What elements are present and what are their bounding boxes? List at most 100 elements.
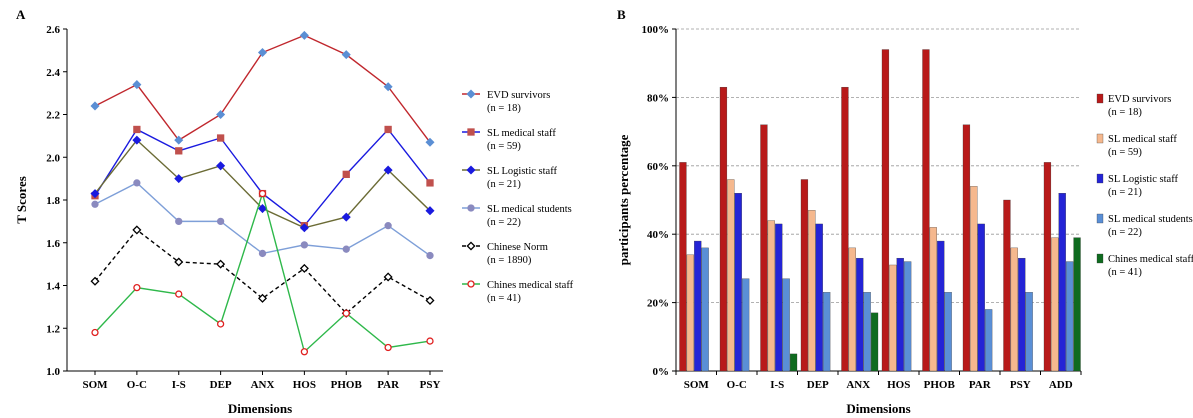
x-tick-label: I-S — [770, 379, 784, 391]
data-point — [216, 259, 226, 269]
data-point — [175, 290, 183, 298]
bar — [1073, 237, 1081, 372]
series-4 — [90, 225, 435, 318]
data-point — [426, 179, 434, 187]
legend-n: (n = 59) — [487, 141, 521, 152]
series-line — [94, 191, 431, 354]
x-tick-label: O-C — [127, 379, 147, 391]
y-tick-label: 60% — [647, 161, 669, 173]
legend-label: Chines medical staff — [487, 280, 574, 291]
legend-n: (n = 41) — [487, 293, 521, 304]
legend-swatch — [1096, 213, 1104, 224]
legend-marker — [467, 280, 475, 288]
x-tick-label: PAR — [969, 379, 992, 391]
legend-entry: SL Logistic staff (n = 21) — [1096, 173, 1178, 198]
bar — [896, 257, 904, 372]
data-point — [257, 47, 268, 58]
panel-label: A — [16, 7, 26, 22]
data-point — [426, 337, 434, 345]
data-point — [132, 80, 142, 90]
legend-marker — [466, 241, 476, 251]
legend-entry: Chinese Norm (n = 1890) — [462, 241, 548, 266]
legend-entry: SL medical staff (n = 59) — [462, 128, 556, 152]
bar — [929, 227, 937, 372]
series-5 — [91, 189, 434, 356]
y-tick-label: 100% — [642, 24, 670, 36]
data-point — [425, 295, 435, 305]
legend-label: SL medical staff — [487, 128, 556, 139]
bar — [904, 261, 912, 372]
data-point — [341, 50, 351, 60]
data-point — [341, 212, 351, 222]
bar — [701, 247, 709, 372]
legend-swatch — [1096, 173, 1104, 184]
x-tick-label: PAR — [377, 379, 400, 391]
legend-n: (n = 21) — [1108, 187, 1142, 198]
bar — [841, 86, 849, 372]
data-point — [133, 283, 141, 292]
bar — [863, 292, 871, 372]
bar — [985, 309, 993, 372]
x-tick-label: DEP — [807, 379, 829, 391]
legend-entry: SL medical students (n = 22) — [1096, 213, 1193, 238]
bar — [937, 240, 945, 372]
data-point — [425, 206, 435, 216]
x-tick-label: O-C — [727, 379, 747, 391]
legend-swatch — [1096, 133, 1104, 144]
x-tick-label: PHOB — [331, 379, 363, 391]
data-point — [216, 320, 225, 328]
legend-label: Chinese Norm — [487, 242, 548, 253]
legend-marker — [467, 128, 475, 136]
bar — [1025, 292, 1033, 372]
data-point — [132, 135, 142, 145]
bar — [1066, 261, 1074, 372]
bar — [870, 312, 879, 372]
x-tick-label: DEP — [210, 379, 232, 391]
data-point — [133, 179, 141, 187]
series-3 — [91, 179, 434, 260]
y-tick-label: 2.6 — [46, 24, 60, 36]
data-point — [175, 147, 183, 155]
data-point — [90, 101, 100, 111]
y-tick-label: 1.6 — [46, 238, 60, 250]
x-axis-title: Dimensions — [846, 401, 910, 416]
x-tick-label: PSY — [1010, 379, 1031, 391]
data-point — [216, 134, 225, 142]
data-point — [342, 170, 350, 179]
bar — [727, 179, 735, 372]
x-axis-title: Dimensions — [228, 401, 292, 416]
y-tick-label: 80% — [647, 92, 669, 104]
bar — [823, 292, 831, 372]
bar — [686, 254, 694, 372]
data-point — [384, 125, 392, 134]
legend-swatch — [1096, 253, 1104, 264]
legend-marker — [466, 89, 476, 99]
data-point — [258, 189, 267, 198]
bar — [775, 223, 783, 372]
bar — [977, 223, 985, 372]
bar — [1018, 257, 1026, 372]
bar — [1051, 237, 1059, 372]
data-point — [425, 137, 435, 147]
legend-swatch — [1096, 93, 1104, 104]
bar — [782, 278, 790, 372]
y-axis-title: T Scores — [14, 176, 29, 224]
data-point — [258, 249, 267, 258]
legend-n: (n = 41) — [1108, 267, 1142, 278]
x-tick-label: I-S — [172, 379, 186, 391]
y-tick-label: 20% — [647, 298, 669, 310]
bar — [694, 240, 702, 372]
legend-marker — [466, 165, 476, 175]
legend-label: SL medical staff — [1108, 134, 1177, 145]
data-point — [257, 293, 268, 303]
legend-n: (n = 18) — [1108, 107, 1142, 118]
y-tick-label: 2.2 — [46, 110, 60, 122]
data-point — [90, 189, 100, 199]
x-tick-label: SOM — [684, 379, 710, 391]
legend-n: (n = 21) — [487, 179, 521, 190]
y-tick-label: 1.0 — [46, 366, 60, 378]
bar — [881, 49, 890, 372]
legend-entry: EVD survivors (n = 18) — [1096, 93, 1171, 118]
data-point — [384, 343, 392, 352]
